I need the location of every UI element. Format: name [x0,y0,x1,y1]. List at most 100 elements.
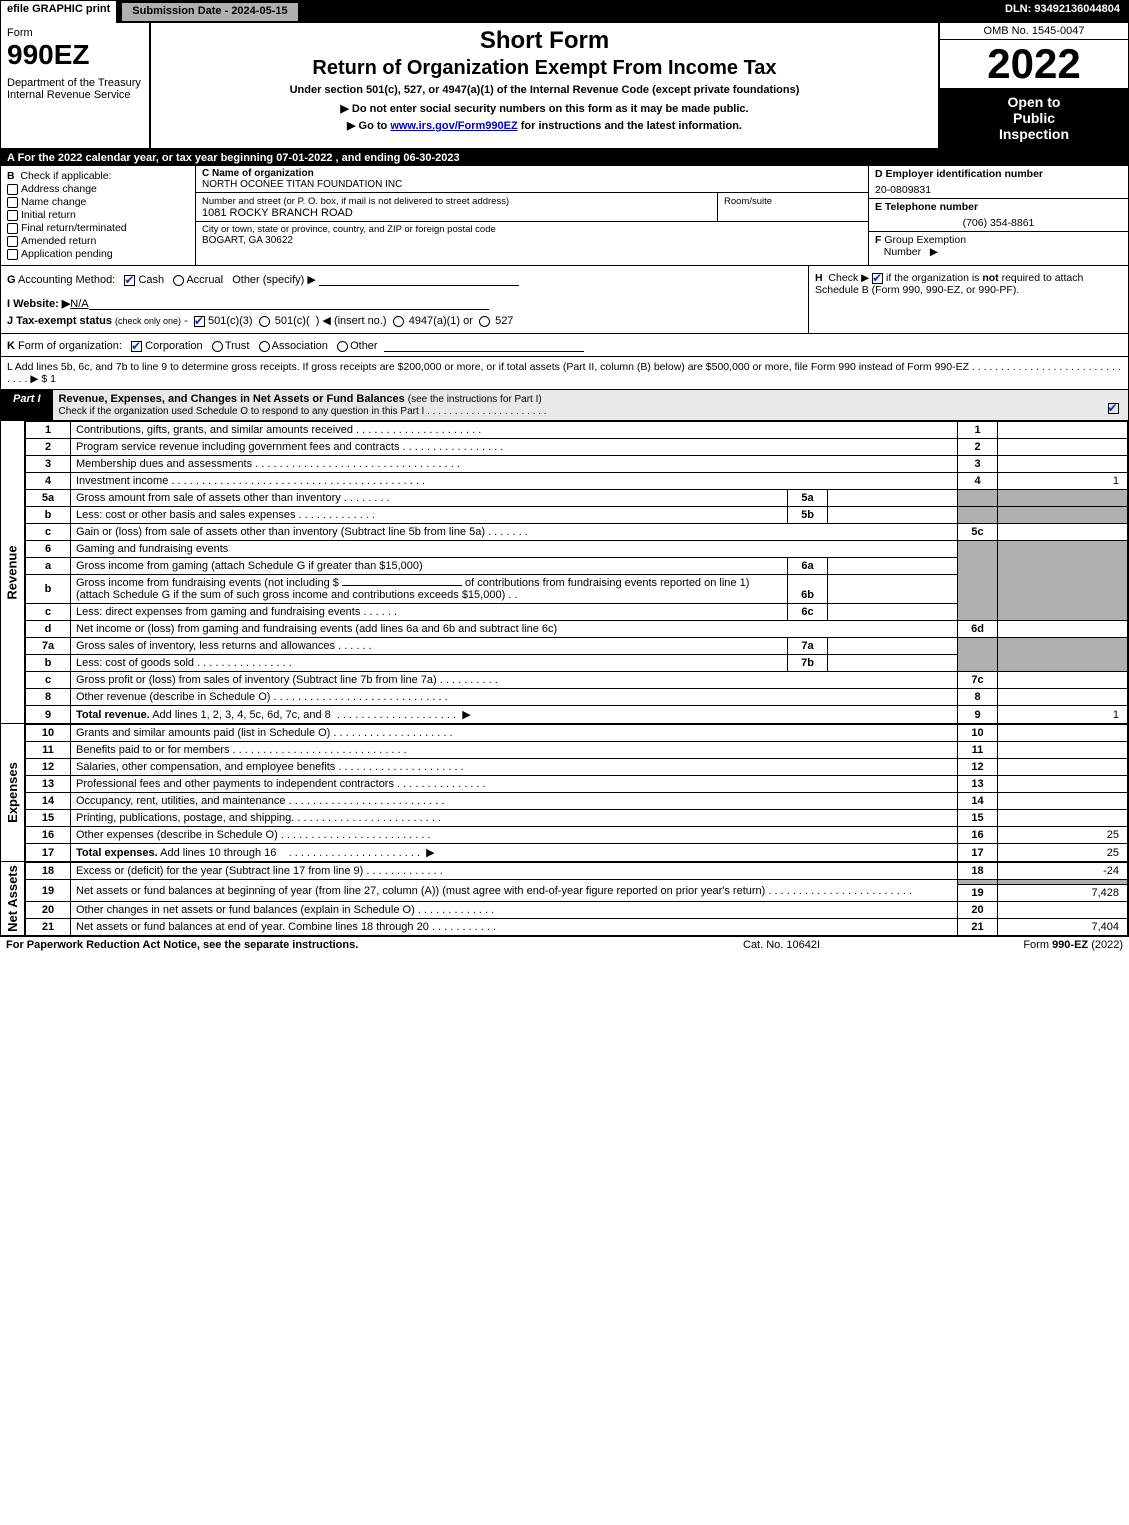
c-city-cell: City or town, state or province, country… [196,222,868,248]
part1-schedule-o-check[interactable] [1098,390,1128,420]
line15-rn: 15 [958,810,998,827]
line1-val [998,422,1128,439]
line11-rn: 11 [958,742,998,759]
chk-schedule-b-not-required[interactable] [872,273,883,284]
row-a-tax-year: A For the 2022 calendar year, or tax yea… [1,150,1128,166]
title-short-form: Short Form [159,27,930,55]
chk-name-change[interactable]: Name change [7,196,189,208]
header-middle: Short Form Return of Organization Exempt… [151,23,938,148]
line6-val-grey [998,541,1128,621]
line19-desc: Net assets or fund balances at beginning… [71,880,958,902]
line5a-val-grey [998,490,1128,507]
chk-501c[interactable] [259,316,270,327]
website-val: N/A [70,298,88,310]
row-l: L Add lines 5b, 6c, and 7b to line 9 to … [1,357,1128,390]
g-accounting: G Accounting Method: Cash Accrual Other … [7,272,802,286]
c-name-cell: C Name of organization NORTH OCONEE TITA… [196,166,868,193]
row-gh: G Accounting Method: Cash Accrual Other … [1,266,1128,334]
irs-link[interactable]: www.irs.gov/Form990EZ [390,120,517,132]
chk-cash-label: Cash [138,274,164,286]
part1-tag: Part I [1,390,53,420]
subtitle-ssn-warning: ▶ Do not enter social security numbers o… [159,102,930,115]
revenue-table: 1Contributions, gifts, grants, and simil… [25,421,1128,724]
chk-4947[interactable] [393,316,404,327]
omb-number: OMB No. 1545-0047 [940,23,1128,40]
line7a-sn: 7a [788,638,828,655]
form-word: Form [7,27,143,39]
part1-check-line: Check if the organization used Schedule … [59,406,547,417]
dln-label: DLN: 93492136044804 [997,1,1128,23]
line21-rn: 21 [958,919,998,936]
d-ein-val: 20-0809831 [869,182,1128,199]
c-city-lbl: City or town, state or province, country… [202,224,496,235]
other-org-input[interactable] [384,338,584,352]
e-phone-lbl: E Telephone number [869,199,1128,215]
netassets-section: Net Assets 18Excess or (deficit) for the… [1,862,1128,936]
other-specify-input[interactable] [319,272,519,286]
chk-application-pending[interactable]: Application pending [7,248,189,260]
chk-application-pending-label: Application pending [21,248,113,260]
line7-rn-grey [958,638,998,672]
chk-initial-return-label: Initial return [21,209,76,221]
line4-rn: 4 [958,473,998,490]
line6-desc: Gaming and fundraising events [71,541,958,558]
line5a-sn: 5a [788,490,828,507]
line11-val [998,742,1128,759]
line7b-sn: 7b [788,655,828,672]
line15-desc: Printing, publications, postage, and shi… [71,810,958,827]
line3-rn: 3 [958,456,998,473]
line5b-val-grey [998,507,1128,524]
page-footer: For Paperwork Reduction Act Notice, see … [0,937,1129,953]
e-phone-val: (706) 354-8861 [869,215,1128,232]
line6d-desc: Net income or (loss) from gaming and fun… [71,621,958,638]
line4-val: 1 [998,473,1128,490]
c-street-lbl: Number and street (or P. O. box, if mail… [202,196,509,207]
chk-527[interactable] [479,316,490,327]
form-number: 990EZ [7,39,143,71]
line5c-rn: 5c [958,524,998,541]
chk-501c3[interactable] [194,316,205,327]
line13-desc: Professional fees and other payments to … [71,776,958,793]
line8-desc: Other revenue (describe in Schedule O) .… [71,689,958,706]
line3-desc: Membership dues and assessments . . . . … [71,456,958,473]
line16-val: 25 [998,827,1128,844]
line10-rn: 10 [958,725,998,742]
chk-address-change[interactable]: Address change [7,183,189,195]
chk-other-org[interactable] [337,341,348,352]
c-street-row: Number and street (or P. O. box, if mail… [196,193,868,222]
chk-amended-return[interactable]: Amended return [7,235,189,247]
chk-initial-return[interactable]: Initial return [7,209,189,221]
subtitle-section: Under section 501(c), 527, or 4947(a)(1)… [159,84,930,96]
org-city: BOGART, GA 30622 [202,235,293,246]
chk-accrual-label: Accrual [186,274,223,286]
line6a-sn: 6a [788,558,828,575]
chk-address-change-label: Address change [21,183,97,195]
d-ein-lbl: D Employer identification number [869,166,1128,182]
header-right: OMB No. 1545-0047 2022 Open toPublicInsp… [938,23,1128,148]
website-line [89,296,489,310]
line19-rn: 19 [958,885,998,902]
expenses-section: Expenses 10Grants and similar amounts pa… [1,724,1128,862]
chk-association[interactable] [259,341,270,352]
chk-corporation[interactable] [131,341,142,352]
i-website: I Website: ▶N/A [7,296,802,310]
chk-trust[interactable] [212,341,223,352]
form-header: Form 990EZ Department of the TreasuryInt… [1,23,1128,150]
efile-print-label[interactable]: efile GRAPHIC print [1,1,118,23]
line2-rn: 2 [958,439,998,456]
line7a-desc: Gross sales of inventory, less returns a… [71,638,788,655]
line6b-sn: 6b [788,575,828,604]
form-page: efile GRAPHIC print Submission Date - 20… [0,0,1129,937]
chk-accrual[interactable] [173,275,184,286]
submission-date-badge: Submission Date - 2024-05-15 [121,2,298,22]
line17-val: 25 [998,844,1128,862]
line6b-desc: Gross income from fundraising events (no… [71,575,788,604]
c-room-cell: Room/suite [718,193,868,221]
footer-form-ref: Form 990-EZ (2022) [943,939,1123,951]
line18-desc: Excess or (deficit) for the year (Subtra… [71,863,958,880]
chk-cash[interactable] [124,275,135,286]
line2-desc: Program service revenue including govern… [71,439,958,456]
line14-desc: Occupancy, rent, utilities, and maintena… [71,793,958,810]
line14-rn: 14 [958,793,998,810]
chk-final-return[interactable]: Final return/terminated [7,222,189,234]
